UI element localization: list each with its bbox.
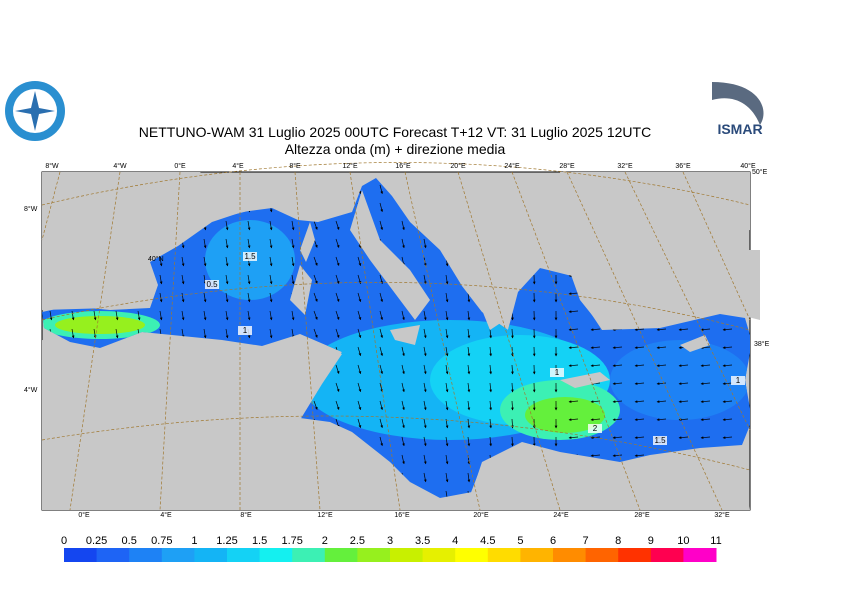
lon-label: 24°E [504,162,520,170]
lat-label: 50°E [752,168,768,176]
lon-label: 8°W [45,162,59,170]
colorbar-label: 8 [615,535,621,547]
lon-label: 8°E [289,162,301,170]
colorbar-label: 0.5 [122,535,137,547]
colorbar-label: 1.5 [252,535,267,547]
colorbar-label: 0 [61,535,67,547]
lon-label: 4°E [232,162,244,170]
colorbar-label: 0.75 [151,535,172,547]
contour-label: 1.5 [654,436,666,445]
lon-label: 8°E [240,511,252,519]
colorbar-swatch [423,548,456,562]
lon-label: 24°E [553,511,569,519]
colorbar-label: 9 [648,535,654,547]
lon-label: 0°E [78,511,90,519]
map: 1.5 0.5 1 2 1 1.5 1 [40,163,760,511]
logo-left [5,81,65,141]
lon-label: 32°E [617,162,633,170]
colorbar-label: 10 [677,535,689,547]
contour-label: 1 [736,376,741,385]
colorbar-swatch [390,548,423,562]
colorbar-label: 5 [517,535,523,547]
colorbar-swatch [520,548,553,562]
lon-label: 28°E [559,162,575,170]
colorbar-label: 7 [583,535,589,547]
lon-label: 0°E [174,162,186,170]
colorbar-swatch [260,548,293,562]
logo-text: ISMAR [717,121,762,137]
colorbar-swatch [455,548,488,562]
colorbar-label: 2 [322,535,328,547]
colorbar-label: 3 [387,535,393,547]
colorbar-swatch [683,548,716,562]
subtitle: Altezza onda (m) + direzione media [285,141,506,157]
colorbar-swatch [227,548,260,562]
colorbar-label: 11 [710,535,721,547]
colorbar-swatch [194,548,227,562]
colorbar-swatch [292,548,325,562]
colorbar-swatch [651,548,684,562]
lon-label: 32°E [714,511,730,519]
colorbar-swatch [488,548,521,562]
lon-label: 4°E [160,511,172,519]
contour-label: 1.5 [244,252,256,261]
contour-label: 1 [243,326,248,335]
colorbar-swatch [64,548,97,562]
colorbar-swatch [162,548,195,562]
title: NETTUNO-WAM 31 Luglio 2025 00UTC Forecas… [139,124,651,140]
colorbar-swatch [97,548,130,562]
lon-label: 16°E [394,511,410,519]
lat-label: 8°W [24,205,38,213]
lon-label: 16°E [395,162,411,170]
colorbar-swatch [618,548,651,562]
lon-label: 20°E [473,511,489,519]
contour-label: 0.5 [206,280,218,289]
colorbar-swatch [325,548,358,562]
lon-label: 36°E [675,162,691,170]
lat-label: 38°E [754,340,770,348]
colorbar-swatch [553,548,586,562]
logo-right: ISMAR [710,80,770,140]
colorbar-label: 4 [452,535,458,547]
colorbar-swatch [586,548,619,562]
colorbar-label: 1.75 [281,535,302,547]
colorbar-label: 6 [550,535,556,547]
colorbar-label: 0.25 [86,535,107,547]
lat-label: 40°N [148,255,164,263]
lon-label: 20°E [450,162,466,170]
colorbar-label: 1.25 [216,535,237,547]
colorbar-swatch [129,548,162,562]
contour-label: 1 [555,368,560,377]
lon-label: 12°E [317,511,333,519]
colorbar-swatch [357,548,390,562]
lat-label: 4°W [24,386,38,394]
lon-label: 12°E [342,162,358,170]
colorbar-label: 1 [191,535,197,547]
colorbar-label: 3.5 [415,535,430,547]
colorbar-label: 4.5 [480,535,495,547]
lon-label: 28°E [634,511,650,519]
colorbar-label: 2.5 [350,535,365,547]
lon-label: 4°W [113,162,127,170]
contour-label: 2 [593,424,598,433]
